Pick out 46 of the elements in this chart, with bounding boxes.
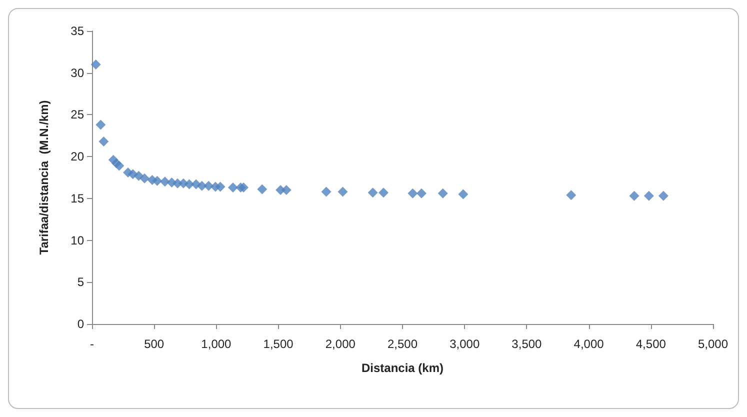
point (438, 188, 448, 198)
x-tick-label: 500 (144, 337, 164, 351)
point (408, 188, 418, 198)
x-tick-label: 3,000 (450, 337, 480, 351)
x-tick-label: 1,000 (201, 337, 232, 351)
point (644, 190, 654, 201)
point (458, 189, 468, 200)
point (658, 190, 668, 201)
y-tick-label: 15 (70, 191, 84, 206)
y-tick-label: 10 (70, 233, 84, 248)
x-tick-label: 4,000 (574, 337, 604, 351)
x-tick-label: 3,500 (512, 337, 542, 351)
x-axis-title: Distancia (km) (361, 361, 444, 375)
x-tick-label: 4,500 (636, 337, 666, 351)
point (114, 160, 124, 171)
y-tick-label: 35 (70, 24, 84, 38)
y-tick-label: 20 (70, 150, 84, 164)
point (215, 182, 226, 192)
x-tick-label: 2,500 (387, 337, 418, 351)
y-tick-label: 30 (70, 66, 84, 80)
point (140, 173, 150, 184)
y-tick-label: 25 (70, 108, 84, 122)
point (629, 190, 640, 201)
y-tick-label: 5 (77, 275, 84, 290)
point (160, 176, 170, 187)
point (238, 182, 249, 193)
point (368, 188, 378, 198)
point (566, 190, 576, 200)
x-tick-label: 5,000 (698, 337, 728, 351)
x-tick-label: 2,000 (325, 337, 356, 351)
point (257, 184, 268, 194)
point (204, 180, 214, 191)
point (378, 188, 388, 198)
point (416, 188, 427, 198)
point (228, 182, 238, 193)
point (338, 186, 348, 197)
point (152, 176, 162, 186)
y-axis-title: Tarifaa/distancia (M.N./km) (37, 100, 51, 255)
point (321, 186, 332, 197)
point (90, 59, 101, 70)
point (98, 136, 109, 147)
y-tick-label: 0 (77, 317, 84, 331)
x-tick-label: - (90, 337, 94, 351)
point (281, 185, 292, 196)
point (96, 120, 106, 130)
x-tick-label: 1,500 (263, 337, 294, 351)
